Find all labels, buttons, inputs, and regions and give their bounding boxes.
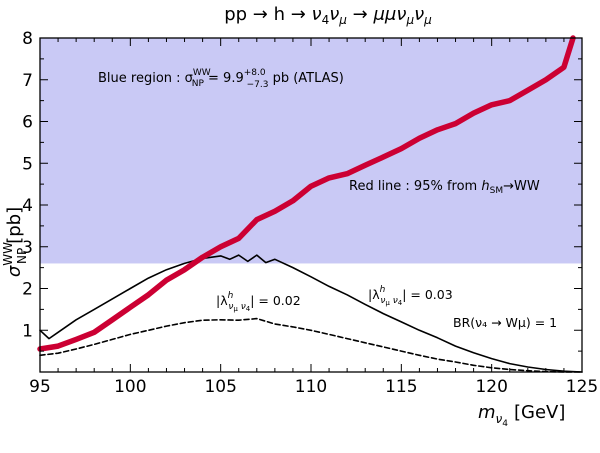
y-tick-label: 5 [22,154,33,174]
y-tick-label: 6 [22,113,33,133]
y-tick-label: 3 [22,238,33,258]
x-tick-label: 105 [204,377,236,397]
x-tick-label: 95 [29,377,51,397]
x-axis-label: mν4[GeV] [478,402,565,429]
x-tick-label: 115 [385,377,417,397]
x-tick-label: 125 [566,377,598,397]
chart-title: pp → h → ν4νμ → μμνμνμ [224,4,432,27]
y-tick-label: 8 [22,29,33,49]
lambda-003-curve [39,254,583,373]
y-axis-label: σWWNP[pb] [1,207,29,277]
blue-region [40,38,582,264]
red-limit-line [37,35,576,352]
lambda-003-label: |λh νμ ν4| = 0.03 [368,285,453,307]
y-tick-label: 1 [22,321,33,341]
tick-layer: 95 100 105 110 115 120 125 1 2 3 4 5 6 7 8 [22,29,598,397]
blue-region-label: Blue region : σWW NP = 9.9+8.0 −7.3 pb (AT… [98,68,344,90]
x-tick-label: 120 [475,377,507,397]
y-tick-label: 4 [22,196,33,216]
red-line-label: Red line : 95% from hSM→WW [349,179,540,196]
x-tick-label: 110 [295,377,327,397]
y-tick-label: 2 [22,280,33,300]
y-tick-label: 7 [22,71,33,91]
x-tick-label: 100 [114,377,146,397]
br-label: BR(ν₄ → Wμ) = 1 [453,315,557,330]
lambda-002-label: |λh νμ ν4| = 0.02 [216,291,301,313]
